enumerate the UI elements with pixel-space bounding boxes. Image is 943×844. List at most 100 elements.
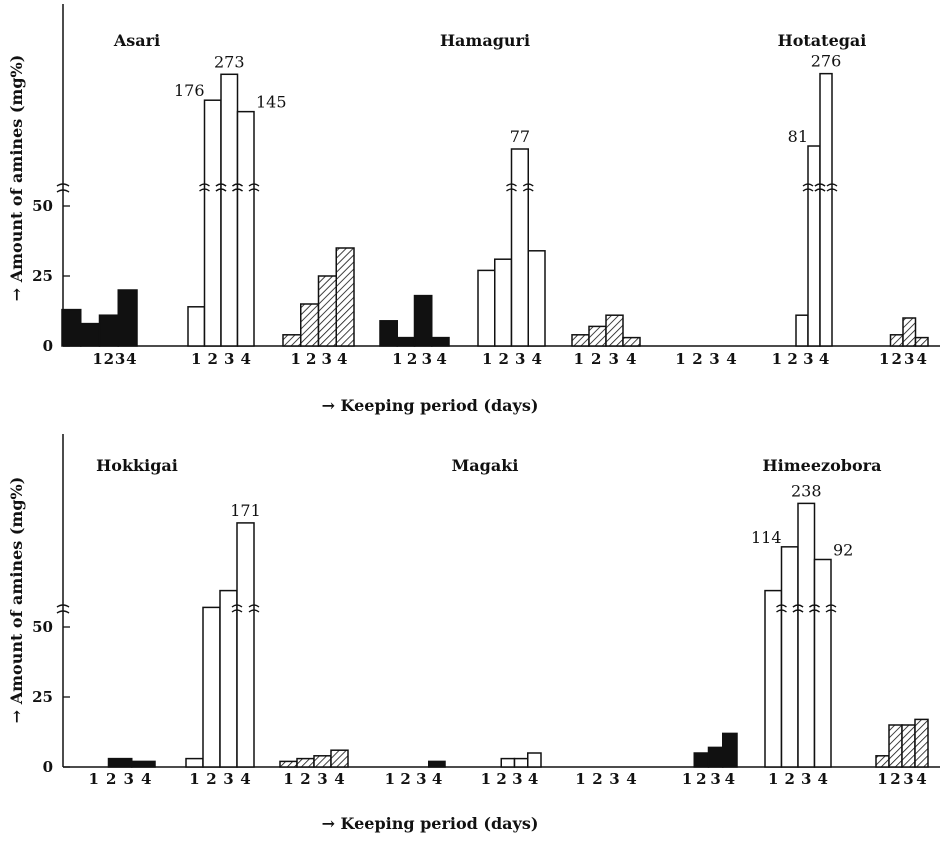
bar bbox=[313, 755, 332, 768]
bar-break-mark bbox=[231, 604, 260, 613]
bar bbox=[187, 306, 206, 347]
y-tick-label: 25 bbox=[32, 267, 53, 285]
day-tick-label: 4 bbox=[916, 770, 926, 788]
day-tick-label: 3 bbox=[124, 770, 134, 788]
day-tick-label: 2 bbox=[206, 770, 216, 788]
bar bbox=[335, 247, 355, 347]
day-tick-label: 2 bbox=[696, 770, 706, 788]
bar bbox=[527, 752, 542, 768]
day-tick-label: 3 bbox=[422, 350, 432, 368]
day-tick-label: 4 bbox=[626, 350, 636, 368]
bar bbox=[330, 749, 349, 768]
day-tick-label: 2 bbox=[892, 350, 902, 368]
bar bbox=[902, 317, 917, 347]
day-tick-label: 2 bbox=[591, 350, 601, 368]
day-tick-label: 3 bbox=[322, 350, 332, 368]
day-tick-label: 1 bbox=[189, 770, 199, 788]
bar bbox=[80, 322, 101, 347]
day-tick-label: 3 bbox=[709, 350, 719, 368]
bar-break-mark bbox=[792, 604, 820, 613]
day-tick-label: 3 bbox=[609, 770, 619, 788]
day-tick-label: 3 bbox=[317, 770, 327, 788]
day-tick-label: 1 bbox=[575, 770, 585, 788]
day-tick-label: 4 bbox=[337, 350, 347, 368]
bar bbox=[588, 325, 607, 347]
y-tick-label: 0 bbox=[43, 337, 53, 355]
value-label: 81 bbox=[788, 127, 808, 146]
day-tick-label: 1 bbox=[392, 350, 402, 368]
bar bbox=[622, 336, 641, 347]
bar bbox=[428, 760, 446, 768]
day-tick-label: 1 bbox=[772, 350, 782, 368]
day-tick-label: 1 bbox=[768, 770, 778, 788]
day-tick-label: 2 bbox=[787, 350, 797, 368]
y-axis-break bbox=[56, 604, 70, 614]
day-tick-label: 4 bbox=[725, 770, 735, 788]
day-tick-label: 1 bbox=[574, 350, 584, 368]
day-tick-label: 2 bbox=[692, 350, 702, 368]
day-tick-label: 2 bbox=[306, 350, 316, 368]
bar bbox=[220, 73, 239, 347]
day-tick-label: 1 bbox=[89, 770, 99, 788]
bar bbox=[914, 336, 929, 347]
day-tick-label: 1 bbox=[682, 770, 692, 788]
bar bbox=[807, 145, 821, 347]
value-label: 276 bbox=[811, 52, 842, 71]
species-title: Hamaguri bbox=[440, 31, 530, 50]
x-axis-title: → Keeping period (days) bbox=[322, 814, 539, 833]
day-tick-label: 4 bbox=[917, 350, 927, 368]
day-tick-label: 1 bbox=[481, 770, 491, 788]
day-tick-label: 4 bbox=[726, 350, 736, 368]
y-tick-label: 0 bbox=[43, 758, 53, 776]
day-tick-label: 1 bbox=[877, 770, 887, 788]
day-tick-label: 1 bbox=[385, 770, 395, 788]
bar bbox=[236, 110, 255, 347]
bar bbox=[117, 289, 138, 347]
value-label: 114 bbox=[751, 528, 782, 547]
day-tick-label: 2 bbox=[499, 350, 509, 368]
day-tick-label: 4 bbox=[818, 770, 828, 788]
day-tick-label: 2 bbox=[104, 350, 114, 368]
day-tick-label: 3 bbox=[515, 350, 525, 368]
bar-break-mark bbox=[809, 604, 837, 613]
species-title: Hotategai bbox=[778, 31, 867, 50]
bar bbox=[379, 320, 398, 347]
day-tick-label: 1 bbox=[191, 350, 201, 368]
bar-break-mark bbox=[802, 183, 826, 192]
bar bbox=[296, 757, 315, 768]
bar bbox=[300, 303, 320, 347]
bar bbox=[107, 757, 133, 768]
bar bbox=[795, 314, 809, 347]
day-tick-label: 3 bbox=[609, 350, 619, 368]
value-label: 77 bbox=[510, 127, 530, 146]
day-tick-label: 3 bbox=[903, 770, 913, 788]
day-tick-label: 4 bbox=[241, 350, 251, 368]
bar bbox=[875, 755, 890, 768]
bar bbox=[236, 522, 255, 768]
bar bbox=[513, 757, 529, 768]
day-tick-label: 3 bbox=[710, 770, 720, 788]
bar bbox=[914, 718, 929, 768]
bar bbox=[888, 724, 903, 768]
day-tick-label: 3 bbox=[115, 350, 125, 368]
day-tick-label: 2 bbox=[785, 770, 795, 788]
value-label: 171 bbox=[230, 501, 261, 520]
value-label: 238 bbox=[791, 481, 822, 500]
day-tick-label: 3 bbox=[512, 770, 522, 788]
bar-break-mark bbox=[232, 183, 260, 192]
bar bbox=[317, 275, 337, 347]
day-tick-label: 4 bbox=[436, 350, 446, 368]
day-tick-label: 2 bbox=[208, 350, 218, 368]
day-tick-label: 2 bbox=[407, 350, 417, 368]
day-tick-label: 4 bbox=[126, 350, 136, 368]
x-axis-title: → Keeping period (days) bbox=[322, 396, 539, 415]
species-title: Asari bbox=[113, 31, 160, 50]
bar bbox=[98, 314, 119, 347]
day-tick-label: 3 bbox=[904, 350, 914, 368]
day-tick-label: 1 bbox=[92, 350, 102, 368]
day-tick-label: 3 bbox=[223, 770, 233, 788]
bar bbox=[396, 336, 416, 347]
bar bbox=[413, 294, 433, 347]
day-tick-label: 4 bbox=[532, 350, 542, 368]
